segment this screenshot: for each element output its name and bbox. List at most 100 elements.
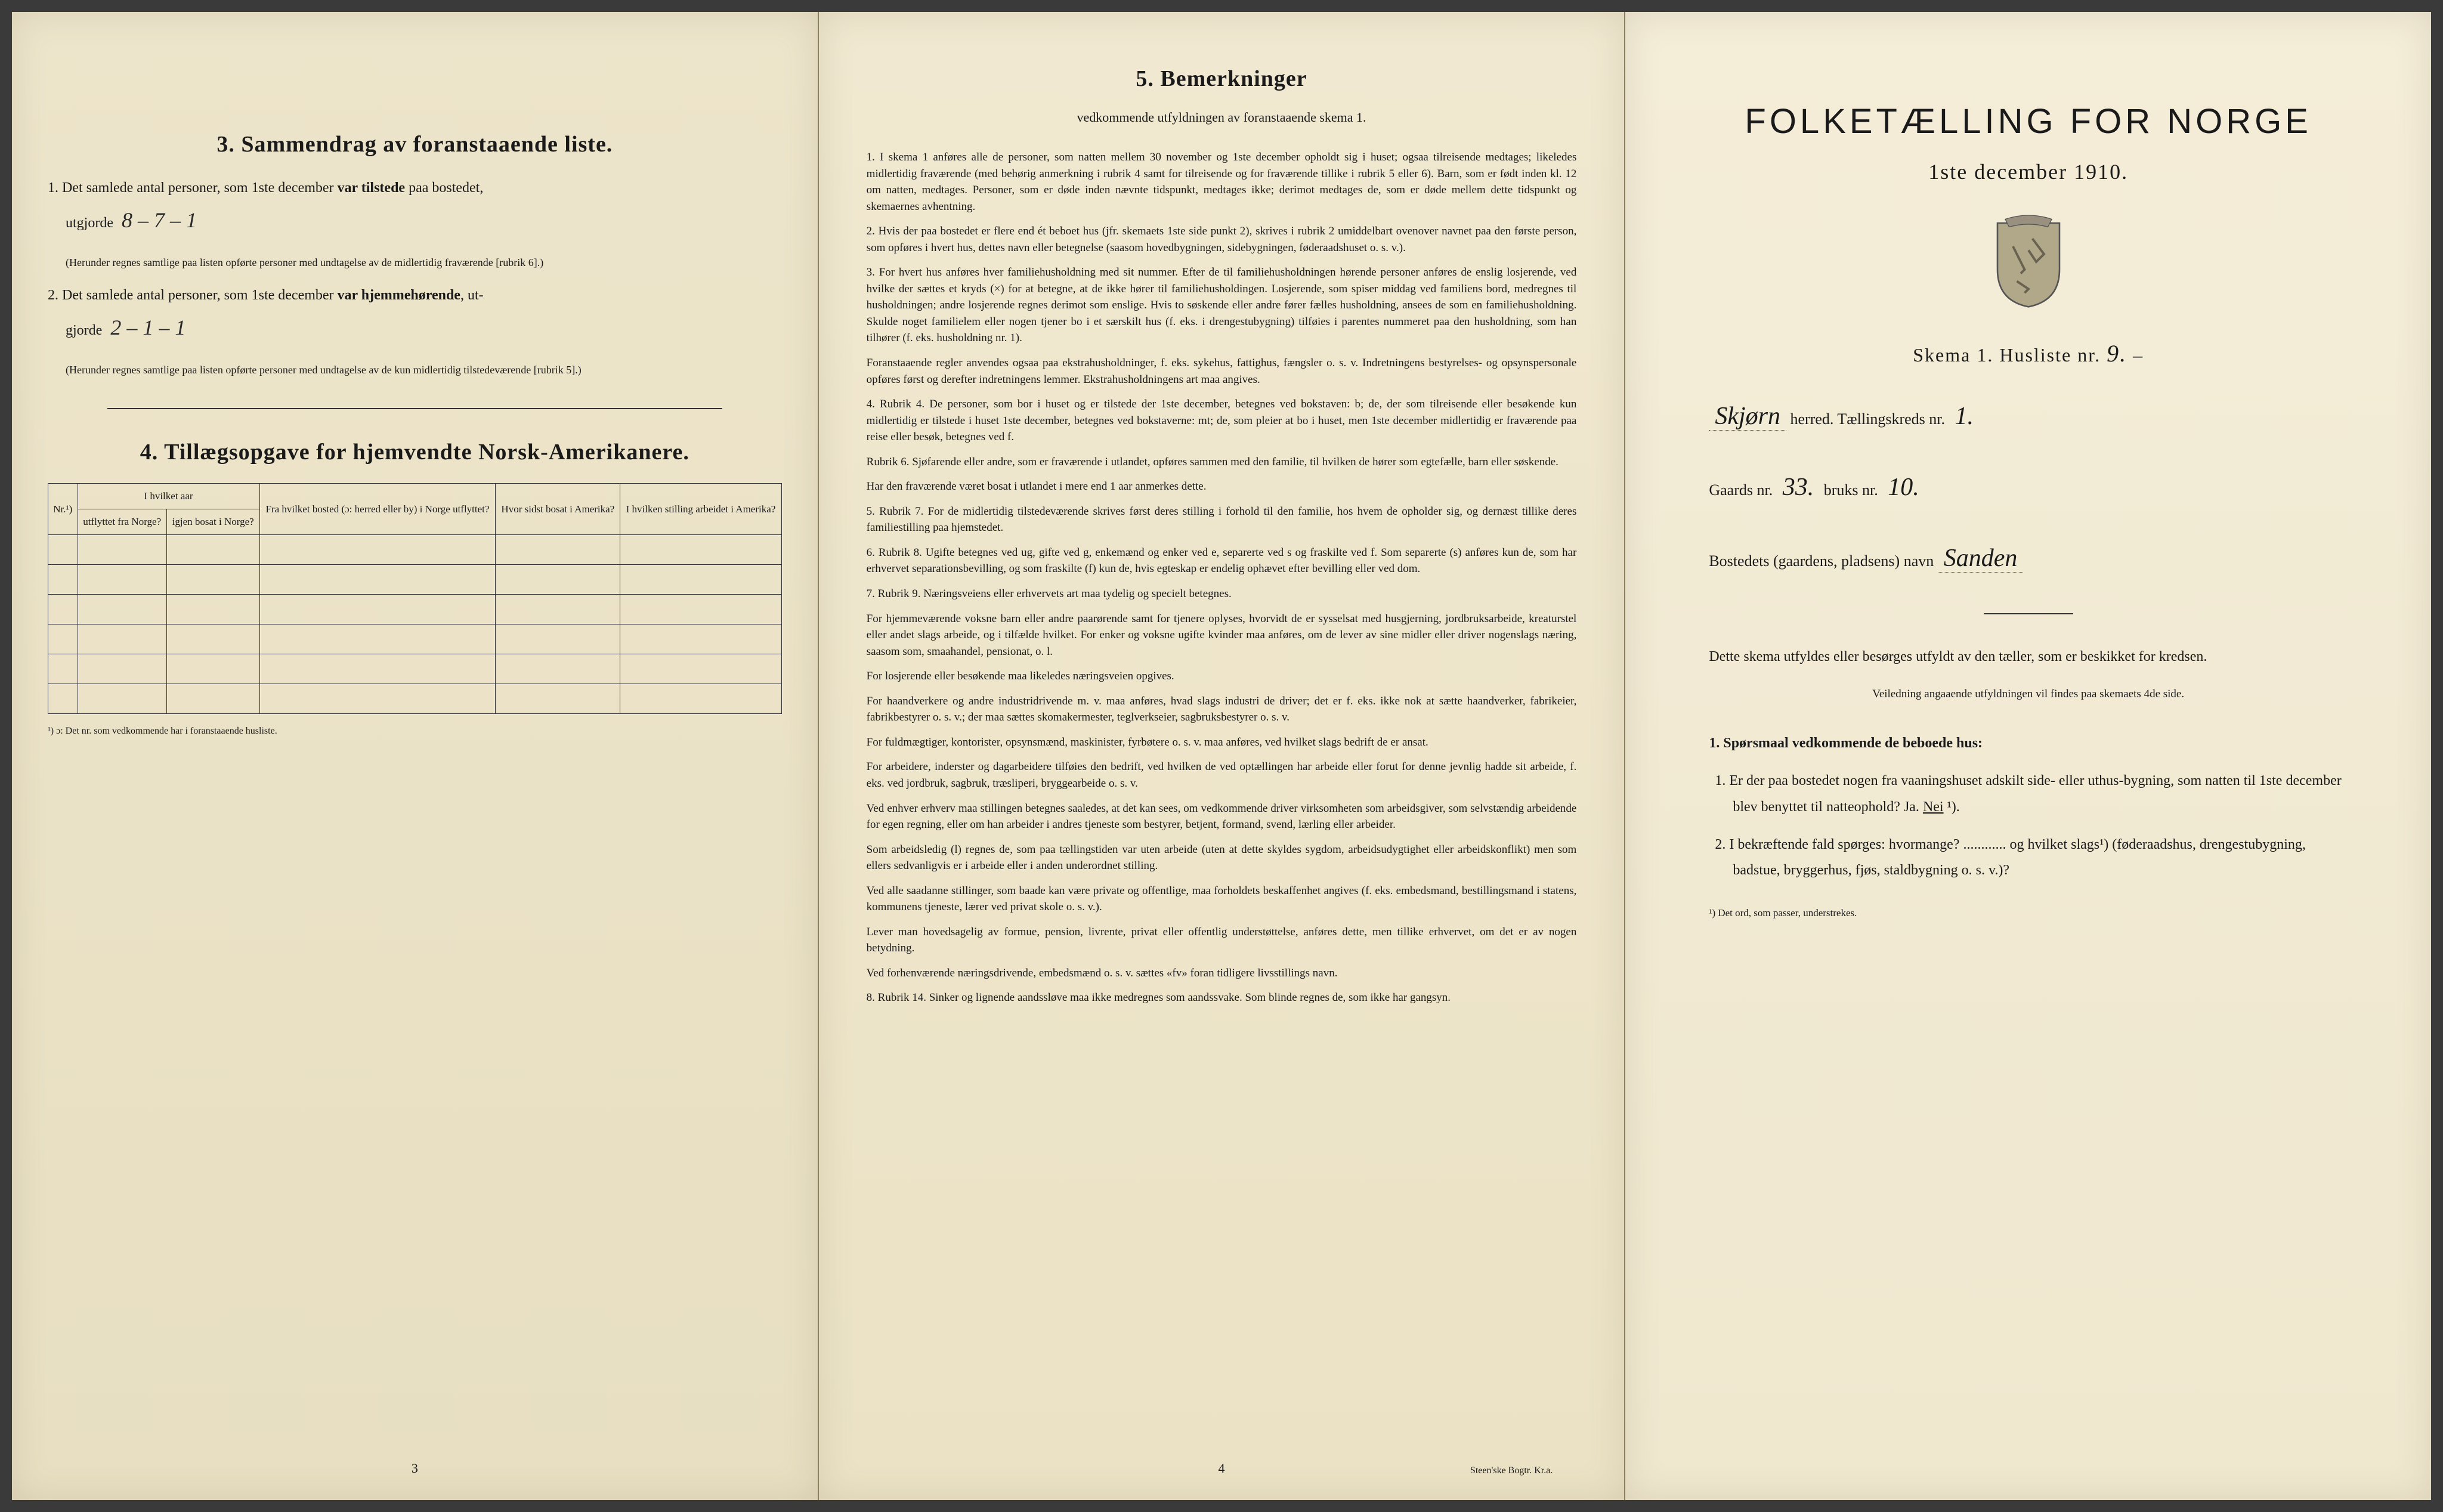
coat-of-arms-icon	[1661, 214, 2395, 310]
printer-mark: Steen'ske Bogtr. Kr.a.	[1470, 1465, 1553, 1476]
table-cell	[620, 624, 781, 654]
item2-prefix: 2. Det samlede antal personer, som 1ste …	[48, 287, 338, 303]
table-cell	[166, 595, 259, 624]
table-row	[48, 684, 782, 714]
remark-item: Ved alle saadanne stillinger, som baade …	[867, 883, 1577, 916]
instruction-text: Dette skema utfyldes eller besørges utfy…	[1709, 644, 2348, 670]
table-cell	[496, 624, 620, 654]
skema-line: Skema 1. Husliste nr. 9. –	[1661, 339, 2395, 367]
question-header: 1. Spørsmaal vedkommende de beboede hus:	[1709, 731, 2348, 756]
skema-value: 9.	[2107, 340, 2127, 367]
remark-item: For hjemmeværende voksne barn eller andr…	[867, 611, 1577, 660]
table-cell	[259, 684, 496, 714]
page-middle: 5. Bemerkninger vedkommende utfyldningen…	[819, 12, 1626, 1500]
remark-item: 2. Hvis der paa bostedet er flere end ét…	[867, 223, 1577, 256]
kreds-value: 1.	[1949, 403, 1980, 430]
th-nr: Nr.¹)	[48, 483, 78, 534]
table-cell	[259, 595, 496, 624]
th-emigrated: utflyttet fra Norge?	[78, 509, 166, 535]
emigrant-table: Nr.¹) I hvilket aar Fra hvilket bosted (…	[48, 483, 782, 714]
remark-item: For losjerende eller besøkende maa likel…	[867, 668, 1577, 685]
remark-item: 1. I skema 1 anføres alle de personer, s…	[867, 149, 1577, 215]
table-row	[48, 624, 782, 654]
th-from: Fra hvilket bosted (ɔ: herred eller by) …	[259, 483, 496, 534]
gaards-label: Gaards nr.	[1709, 481, 1773, 499]
table-cell	[48, 624, 78, 654]
item1-suffix: paa bostedet,	[405, 180, 483, 196]
table-cell	[496, 684, 620, 714]
herred-line: Skjørn herred. Tællingskreds nr. 1.	[1709, 391, 2348, 441]
item1-note: (Herunder regnes samtlige paa listen opf…	[66, 255, 782, 271]
divider	[107, 408, 722, 409]
table-cell	[496, 595, 620, 624]
bosted-value: Sanden	[1938, 545, 2024, 573]
table-cell	[259, 624, 496, 654]
table-row	[48, 595, 782, 624]
table-cell	[259, 565, 496, 595]
page-number-3: 3	[412, 1461, 418, 1476]
table-cell	[496, 565, 620, 595]
item1-prefix: 1. Det samlede antal personer, som 1ste …	[48, 180, 338, 196]
footnote-3: ¹) Det ord, som passer, understrekes.	[1709, 907, 2348, 919]
question-block: 1. Spørsmaal vedkommende de beboede hus:…	[1709, 731, 2348, 883]
herred-value: Skjørn	[1709, 403, 1786, 431]
table-cell	[78, 624, 166, 654]
bruks-value: 10.	[1882, 474, 1925, 501]
remark-item: Foranstaaende regler anvendes ogsaa paa …	[867, 355, 1577, 388]
remark-item: 7. Rubrik 9. Næringsveiens eller erhverv…	[867, 586, 1577, 602]
item2-value: 2 – 1 – 1	[106, 316, 190, 339]
item1-bold: var tilstede	[338, 180, 406, 196]
item2-suffix: , ut-	[460, 287, 484, 303]
summary-item-1: 1. Det samlede antal personer, som 1ste …	[48, 175, 782, 240]
remark-item: Ved enhver erhverv maa stillingen betegn…	[867, 800, 1577, 833]
table-cell	[78, 654, 166, 684]
section5-subtitle: vedkommende utfyldningen av foranstaaend…	[855, 110, 1589, 125]
item2-note: (Herunder regnes samtlige paa listen opf…	[66, 362, 782, 378]
table-footnote: ¹) ɔ: Det nr. som vedkommende har i fora…	[48, 726, 782, 737]
table-cell	[48, 565, 78, 595]
main-date: 1ste december 1910.	[1661, 159, 2395, 184]
table-cell	[166, 535, 259, 565]
bosted-line: Bostedets (gaardens, pladsens) navn Sand…	[1709, 533, 2348, 583]
divider-short	[1984, 613, 2073, 614]
table-cell	[78, 595, 166, 624]
section3-title: 3. Sammendrag av foranstaaende liste.	[48, 131, 782, 157]
remark-item: 3. For hvert hus anføres hver familiehus…	[867, 264, 1577, 347]
remark-item: 5. Rubrik 7. For de midlertidig tilstede…	[867, 503, 1577, 536]
table-cell	[48, 654, 78, 684]
th-work: I hvilken stilling arbeidet i Amerika?	[620, 483, 781, 534]
table-cell	[620, 565, 781, 595]
table-cell	[620, 654, 781, 684]
table-cell	[620, 684, 781, 714]
table-cell	[78, 565, 166, 595]
census-document: 3. Sammendrag av foranstaaende liste. 1.…	[12, 12, 2431, 1500]
question-1: 1. Er der paa bostedet nogen fra vaaning…	[1733, 768, 2348, 820]
section4-title: 4. Tillægsopgave for hjemvendte Norsk-Am…	[48, 439, 782, 465]
table-row	[48, 565, 782, 595]
remark-item: For fuldmægtiger, kontorister, opsynsmæn…	[867, 734, 1577, 751]
remark-item: Har den fraværende været bosat i utlande…	[867, 478, 1577, 495]
th-returned: igjen bosat i Norge?	[166, 509, 259, 535]
instruction-small: Veiledning angaaende utfyldningen vil fi…	[1709, 688, 2348, 701]
page-number-4: 4	[1219, 1461, 1225, 1476]
table-cell	[620, 535, 781, 565]
remark-item: 8. Rubrik 14. Sinker og lignende aandssl…	[867, 990, 1577, 1006]
table-cell	[48, 684, 78, 714]
page-left: 3. Sammendrag av foranstaaende liste. 1.…	[12, 12, 819, 1500]
bruks-label: bruks nr.	[1824, 481, 1878, 499]
th-year: I hvilket aar	[78, 483, 259, 509]
remark-item: For haandverkere og andre industridriven…	[867, 693, 1577, 726]
page-right: FOLKETÆLLING FOR NORGE 1ste december 191…	[1625, 12, 2431, 1500]
table-cell	[166, 624, 259, 654]
table-cell	[259, 535, 496, 565]
gaards-line: Gaards nr. 33. bruks nr. 10.	[1709, 462, 2348, 512]
table-cell	[48, 535, 78, 565]
remark-item: Ved forhenværende næringsdrivende, embed…	[867, 965, 1577, 982]
remark-item: Rubrik 6. Sjøfarende eller andre, som er…	[867, 454, 1577, 471]
summary-item-2: 2. Det samlede antal personer, som 1ste …	[48, 283, 782, 347]
remark-item: 4. Rubrik 4. De personer, som bor i huse…	[867, 396, 1577, 446]
table-cell	[78, 684, 166, 714]
skema-label: Skema 1. Husliste nr.	[1913, 344, 2101, 366]
bosted-label: Bostedets (gaardens, pladsens) navn	[1709, 552, 1934, 570]
table-row	[48, 654, 782, 684]
